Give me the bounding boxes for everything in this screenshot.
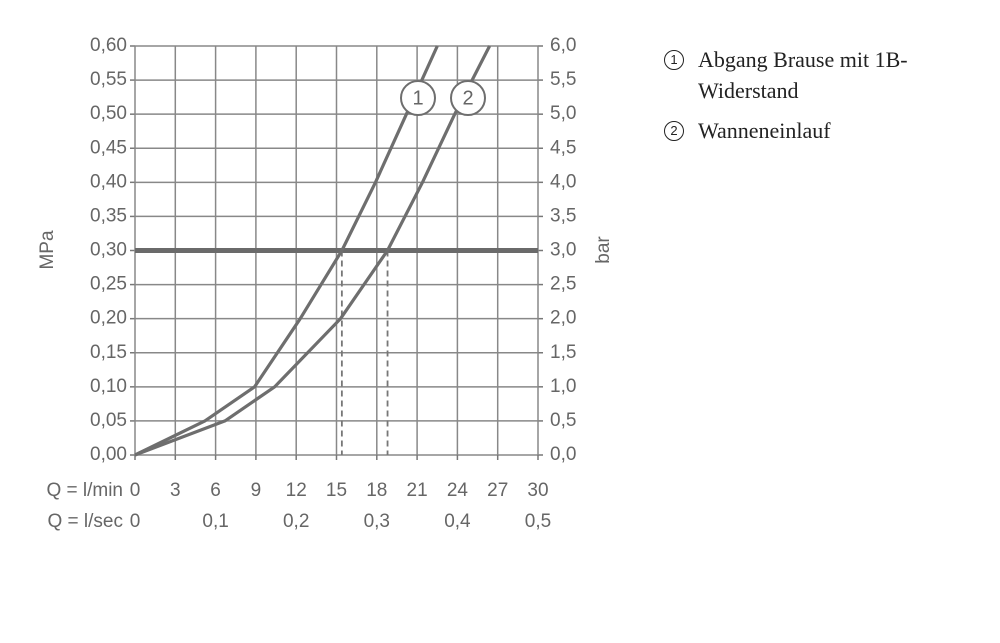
x-tick-label: 24 bbox=[447, 480, 469, 501]
x-tick-label: 27 bbox=[487, 480, 508, 501]
x2-tick-label: 0,4 bbox=[444, 511, 471, 532]
y-tick-label: 0,55 bbox=[90, 69, 127, 90]
data-line bbox=[134, 45, 492, 457]
y2-tick-label: 0,5 bbox=[550, 410, 576, 431]
y2-tick-label: 4,5 bbox=[550, 137, 576, 158]
x2-tick-label: 0,1 bbox=[202, 511, 228, 532]
legend-marker: 1 bbox=[664, 50, 684, 70]
curve-label: 1 bbox=[412, 87, 423, 109]
x-tick-label: 30 bbox=[527, 480, 548, 501]
y-tick-label: 0,05 bbox=[90, 410, 127, 431]
legend-entry: 1 Abgang Brause mit 1B-Widerstand bbox=[664, 44, 964, 106]
x2-tick-label: 0,5 bbox=[525, 511, 551, 532]
y2-tick-label: 4,0 bbox=[550, 171, 576, 192]
curve-label-circle bbox=[400, 80, 436, 116]
x-tick-label: 0 bbox=[130, 480, 141, 501]
y-tick-label: 0,40 bbox=[90, 171, 127, 192]
y2-tick-label: 3,5 bbox=[550, 205, 576, 226]
legend-label: Abgang Brause mit 1B-Widerstand bbox=[698, 47, 908, 103]
y2-axis-label: bar bbox=[593, 236, 614, 264]
y-tick-label: 0,30 bbox=[90, 240, 127, 261]
x-tick-label: 15 bbox=[326, 480, 347, 501]
legend-marker: 2 bbox=[664, 121, 684, 141]
x-tick-label: 6 bbox=[210, 480, 221, 501]
x-tick-label: 21 bbox=[407, 480, 428, 501]
y2-tick-label: 5,5 bbox=[550, 69, 576, 90]
legend-label: Wanneneinlauf bbox=[698, 118, 831, 143]
x2-tick-label: 0,2 bbox=[283, 511, 309, 532]
y-tick-label: 0,00 bbox=[90, 444, 127, 465]
curve-label-circle bbox=[450, 80, 486, 116]
x-tick-label: 9 bbox=[251, 480, 262, 501]
x-axis-label: Q = l/min bbox=[46, 480, 123, 501]
x-tick-label: 12 bbox=[286, 480, 307, 501]
x2-axis-label: Q = l/sec bbox=[48, 511, 124, 532]
y-tick-label: 0,35 bbox=[90, 205, 127, 226]
y2-tick-label: 1,0 bbox=[550, 376, 576, 397]
y2-tick-label: 3,0 bbox=[550, 240, 576, 261]
y2-tick-label: 0,0 bbox=[550, 444, 576, 465]
curve-label: 2 bbox=[462, 87, 473, 109]
y-tick-label: 0,45 bbox=[90, 137, 127, 158]
y-tick-label: 0,20 bbox=[90, 308, 127, 329]
chart: 0,000,050,100,150,200,250,300,350,400,45… bbox=[37, 35, 614, 532]
y-tick-label: 0,25 bbox=[90, 274, 127, 295]
legend-entry: 2 Wanneneinlauf bbox=[664, 115, 964, 146]
y2-tick-label: 6,0 bbox=[550, 35, 576, 56]
legend: 1 Abgang Brause mit 1B-Widerstand 2 Wannene… bbox=[664, 44, 964, 155]
y-tick-label: 0,10 bbox=[90, 376, 127, 397]
x-tick-label: 18 bbox=[366, 480, 387, 501]
y2-tick-label: 2,0 bbox=[550, 308, 576, 329]
y-axis-label: MPa bbox=[37, 230, 58, 270]
x2-tick-label: 0,3 bbox=[364, 511, 390, 532]
y2-tick-label: 5,0 bbox=[550, 103, 576, 124]
y-tick-label: 0,50 bbox=[90, 103, 127, 124]
y-tick-label: 0,60 bbox=[90, 35, 127, 56]
y2-tick-label: 2,5 bbox=[550, 274, 576, 295]
data-line bbox=[134, 45, 439, 457]
x2-tick-label: 0 bbox=[130, 511, 141, 532]
y2-tick-label: 1,5 bbox=[550, 342, 576, 363]
y-tick-label: 0,15 bbox=[90, 342, 127, 363]
x-tick-label: 3 bbox=[170, 480, 181, 501]
